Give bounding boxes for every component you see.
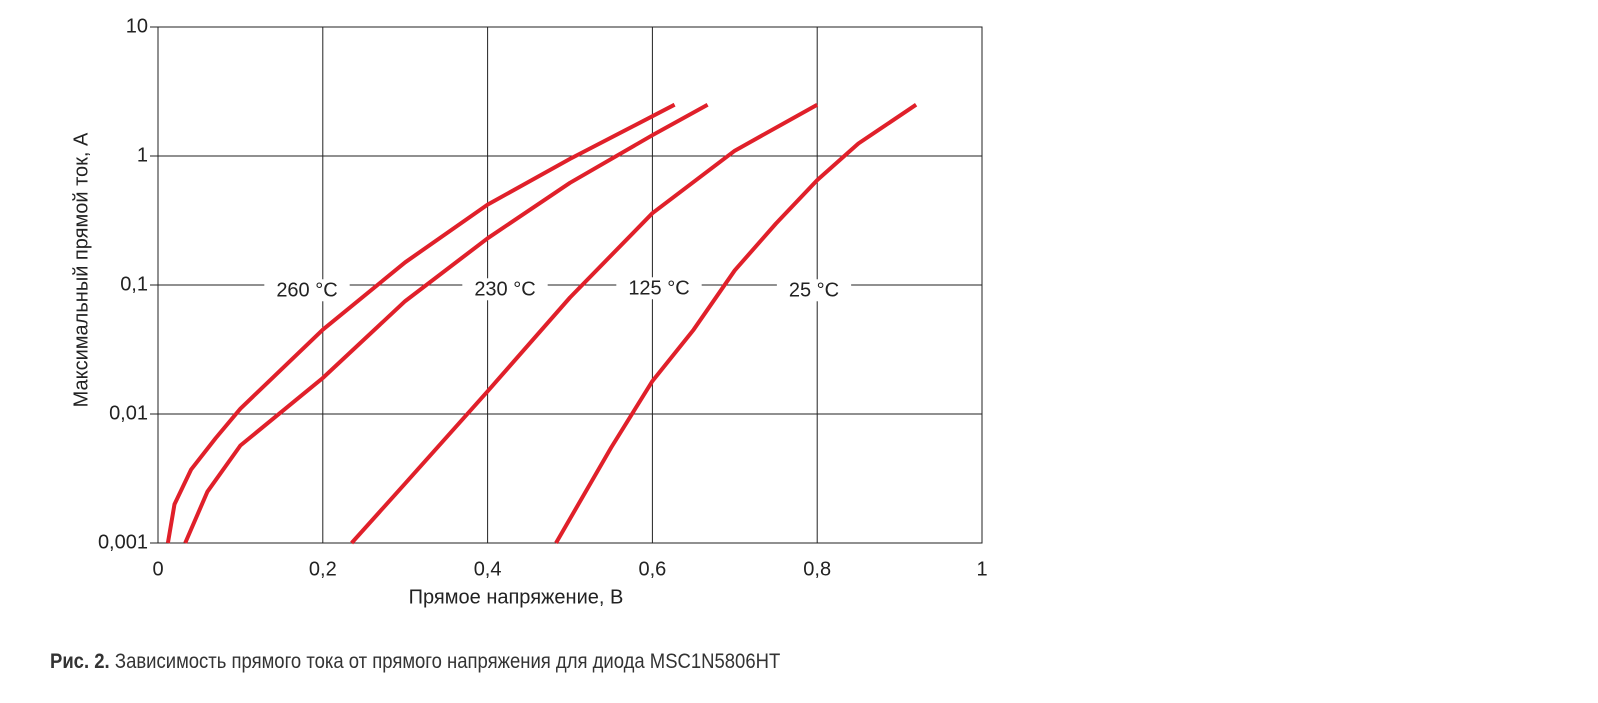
y-tick-label: 0,001 xyxy=(98,531,148,553)
series-line xyxy=(554,103,918,545)
y-tick-label: 0,01 xyxy=(109,402,148,424)
x-tick-label: 0,8 xyxy=(803,558,831,580)
figure-caption: Рис. 2. Зависимость прямого тока от прямо… xyxy=(50,650,780,674)
series-label-bg xyxy=(616,277,702,300)
series-label-bg xyxy=(264,279,350,302)
series-line xyxy=(350,102,819,545)
x-tick-label: 0,4 xyxy=(474,558,502,580)
y-tick-label: 1 xyxy=(137,144,148,166)
series-line xyxy=(165,102,676,544)
series-label-bg xyxy=(776,279,852,302)
series-label: 260 °C xyxy=(276,279,337,301)
series-label-bg xyxy=(462,278,548,301)
x-tick-label: 0,2 xyxy=(309,558,337,580)
caption-label: Рис. 2. xyxy=(50,650,110,673)
y-tick-label: 10 xyxy=(126,15,148,37)
y-axis-title: Максимальный прямой ток, А xyxy=(70,132,92,407)
x-tick-label: 0 xyxy=(152,558,163,580)
caption-text: Зависимость прямого тока от прямого напр… xyxy=(114,650,781,673)
series-label: 230 °C xyxy=(474,278,535,300)
series-label: 25 °C xyxy=(789,279,839,301)
series-line xyxy=(183,102,709,544)
chart: Прямое напряжение, В Максимальный прямой… xyxy=(70,15,987,608)
series-label: 125 °C xyxy=(628,277,689,299)
y-tick-label: 0,1 xyxy=(120,273,148,295)
x-tick-label: 1 xyxy=(976,558,987,580)
x-tick-label: 0,6 xyxy=(638,558,666,580)
x-axis-title: Прямое напряжение, В xyxy=(409,586,624,608)
